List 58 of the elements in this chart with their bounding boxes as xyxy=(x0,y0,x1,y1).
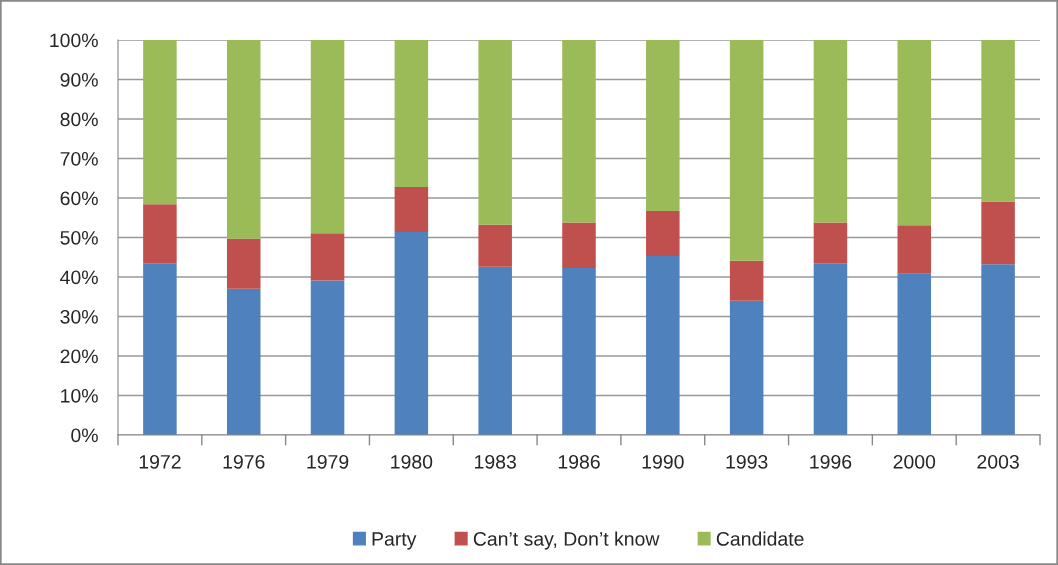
bar xyxy=(478,40,512,225)
x-tick-label: 1986 xyxy=(558,454,600,469)
bar xyxy=(981,40,1015,202)
y-tick-label: 100% xyxy=(50,33,98,48)
bar xyxy=(729,40,764,261)
bar xyxy=(310,280,345,435)
x-tick-label: 1993 xyxy=(726,454,768,469)
bar xyxy=(310,233,345,281)
bar xyxy=(813,40,848,223)
bar xyxy=(729,260,764,301)
bar xyxy=(143,263,177,435)
bar xyxy=(478,224,512,267)
bar xyxy=(981,201,1015,265)
x-tick-label: 2003 xyxy=(977,454,1019,469)
x-tick-label: 1990 xyxy=(642,454,684,469)
y-tick-label: 0% xyxy=(71,428,98,443)
bar xyxy=(981,264,1015,435)
bar xyxy=(813,222,848,264)
y-tick-label: 10% xyxy=(61,388,98,403)
x-tick-label: 1972 xyxy=(139,454,181,469)
bar xyxy=(562,40,596,223)
bar xyxy=(646,211,680,257)
y-tick-label: 70% xyxy=(60,151,98,166)
y-tick-label: 30% xyxy=(60,309,98,324)
y-tick-label: 80% xyxy=(60,112,98,127)
x-tick-label: 1976 xyxy=(223,454,265,469)
bar xyxy=(226,288,261,435)
bar xyxy=(646,40,680,212)
y-tick-label: 90% xyxy=(60,72,98,87)
bar xyxy=(897,40,932,226)
x-tick-label: 1979 xyxy=(307,454,349,469)
y-tick-label: 40% xyxy=(60,270,98,285)
legend-label: Can’t say, Don’t know xyxy=(473,531,660,550)
bar xyxy=(813,263,848,435)
bar xyxy=(562,222,596,268)
bar xyxy=(646,256,680,435)
bar xyxy=(310,40,345,234)
bar xyxy=(226,40,261,239)
bar xyxy=(562,267,596,435)
bar xyxy=(143,204,177,264)
bar xyxy=(143,40,177,205)
x-tick-label: 2000 xyxy=(893,454,936,469)
bar xyxy=(729,300,764,435)
bar xyxy=(394,40,429,187)
bar xyxy=(897,225,932,274)
legend-label: Party xyxy=(372,532,417,550)
bar xyxy=(394,231,429,435)
bar xyxy=(394,186,429,232)
x-tick-label: 1983 xyxy=(475,454,516,469)
bar xyxy=(478,266,512,435)
x-tick-label: 1996 xyxy=(810,454,852,469)
x-tick-label: 1980 xyxy=(391,454,433,469)
y-tick-label: 50% xyxy=(60,230,98,245)
y-tick-label: 20% xyxy=(60,349,98,364)
bar xyxy=(897,273,932,435)
bar xyxy=(226,238,261,289)
legend-label: Candidate xyxy=(716,531,804,546)
y-tick-label: 60% xyxy=(60,191,98,206)
